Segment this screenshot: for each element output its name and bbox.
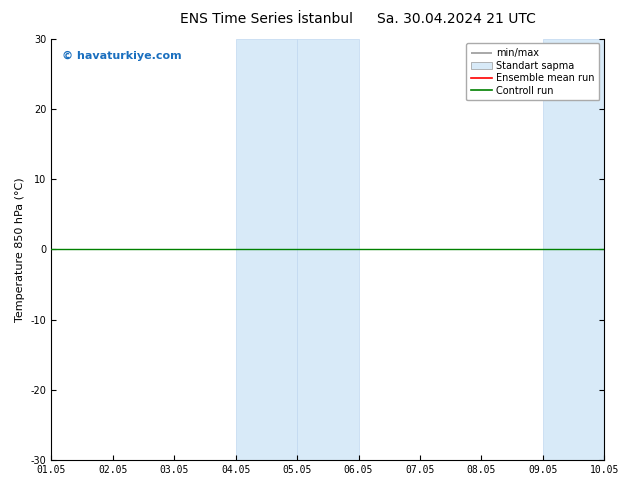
Text: © havaturkiye.com: © havaturkiye.com xyxy=(62,51,182,61)
Y-axis label: Temperature 850 hPa (°C): Temperature 850 hPa (°C) xyxy=(15,177,25,321)
Text: ENS Time Series İstanbul: ENS Time Series İstanbul xyxy=(180,12,353,26)
Text: Sa. 30.04.2024 21 UTC: Sa. 30.04.2024 21 UTC xyxy=(377,12,536,26)
Bar xyxy=(543,39,604,460)
Bar xyxy=(297,39,358,460)
Legend: min/max, Standart sapma, Ensemble mean run, Controll run: min/max, Standart sapma, Ensemble mean r… xyxy=(466,44,600,100)
Bar xyxy=(236,39,297,460)
